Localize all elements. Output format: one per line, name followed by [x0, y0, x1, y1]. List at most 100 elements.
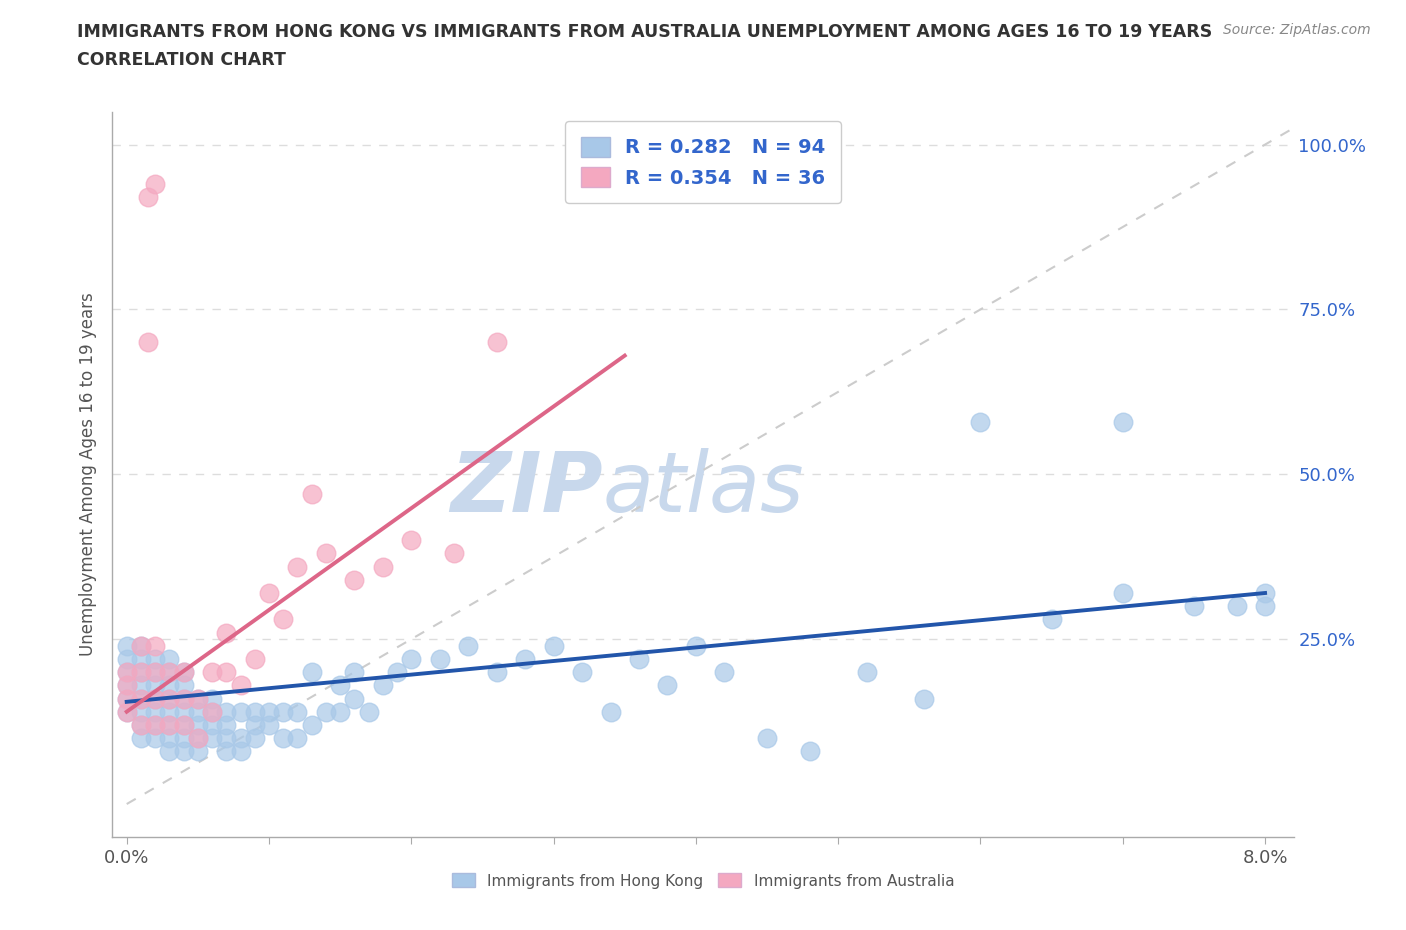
Point	[157, 665, 180, 680]
Point	[215, 717, 238, 732]
Point	[173, 717, 195, 732]
Y-axis label: Unemployment Among Ages 16 to 19 years: Unemployment Among Ages 16 to 19 years	[79, 292, 97, 657]
Point	[201, 691, 224, 706]
Text: ZIP: ZIP	[450, 448, 603, 529]
Legend: Immigrants from Hong Kong, Immigrants from Australia: Immigrants from Hong Kong, Immigrants fr…	[446, 868, 960, 895]
Point	[329, 704, 352, 719]
Point	[157, 744, 180, 759]
Point	[343, 572, 366, 587]
Point	[173, 678, 195, 693]
Point	[485, 665, 508, 680]
Point	[173, 691, 195, 706]
Point	[229, 704, 252, 719]
Point	[187, 704, 209, 719]
Text: atlas: atlas	[603, 448, 804, 529]
Point	[599, 704, 621, 719]
Point	[143, 638, 166, 653]
Point	[129, 665, 152, 680]
Point	[257, 704, 280, 719]
Point	[1112, 586, 1135, 601]
Point	[143, 177, 166, 192]
Point	[1254, 599, 1277, 614]
Point	[157, 717, 180, 732]
Point	[685, 638, 707, 653]
Point	[215, 665, 238, 680]
Point	[136, 335, 159, 350]
Point	[271, 731, 294, 746]
Point	[1254, 586, 1277, 601]
Text: Source: ZipAtlas.com: Source: ZipAtlas.com	[1223, 23, 1371, 37]
Point	[173, 704, 195, 719]
Point	[257, 717, 280, 732]
Point	[371, 678, 394, 693]
Point	[229, 744, 252, 759]
Point	[143, 731, 166, 746]
Point	[257, 586, 280, 601]
Point	[201, 704, 224, 719]
Point	[187, 717, 209, 732]
Point	[543, 638, 565, 653]
Point	[157, 678, 180, 693]
Point	[443, 546, 465, 561]
Point	[1182, 599, 1205, 614]
Point	[143, 717, 166, 732]
Point	[143, 691, 166, 706]
Point	[429, 652, 451, 667]
Point	[129, 678, 152, 693]
Point	[713, 665, 735, 680]
Point	[157, 652, 180, 667]
Point	[485, 335, 508, 350]
Point	[143, 691, 166, 706]
Point	[187, 731, 209, 746]
Point	[129, 691, 152, 706]
Point	[115, 665, 138, 680]
Point	[215, 704, 238, 719]
Point	[115, 652, 138, 667]
Point	[315, 546, 337, 561]
Point	[115, 678, 138, 693]
Point	[157, 691, 180, 706]
Text: CORRELATION CHART: CORRELATION CHART	[77, 51, 287, 69]
Text: IMMIGRANTS FROM HONG KONG VS IMMIGRANTS FROM AUSTRALIA UNEMPLOYMENT AMONG AGES 1: IMMIGRANTS FROM HONG KONG VS IMMIGRANTS …	[77, 23, 1212, 41]
Point	[513, 652, 536, 667]
Point	[201, 665, 224, 680]
Point	[143, 665, 166, 680]
Point	[143, 665, 166, 680]
Point	[357, 704, 380, 719]
Point	[129, 691, 152, 706]
Point	[229, 731, 252, 746]
Point	[301, 717, 323, 732]
Point	[129, 638, 152, 653]
Point	[457, 638, 479, 653]
Point	[401, 533, 423, 548]
Point	[287, 559, 309, 574]
Point	[129, 638, 152, 653]
Point	[173, 665, 195, 680]
Point	[1112, 414, 1135, 429]
Point	[287, 704, 309, 719]
Point	[243, 717, 266, 732]
Point	[855, 665, 877, 680]
Point	[157, 665, 180, 680]
Point	[187, 691, 209, 706]
Point	[157, 731, 180, 746]
Point	[627, 652, 650, 667]
Point	[301, 665, 323, 680]
Point	[143, 704, 166, 719]
Point	[115, 704, 138, 719]
Point	[143, 678, 166, 693]
Point	[143, 652, 166, 667]
Point	[115, 691, 138, 706]
Point	[129, 652, 152, 667]
Point	[243, 704, 266, 719]
Point	[187, 731, 209, 746]
Point	[129, 731, 152, 746]
Point	[243, 731, 266, 746]
Point	[173, 744, 195, 759]
Point	[343, 665, 366, 680]
Point	[371, 559, 394, 574]
Point	[173, 731, 195, 746]
Point	[1040, 612, 1063, 627]
Point	[215, 744, 238, 759]
Point	[129, 717, 152, 732]
